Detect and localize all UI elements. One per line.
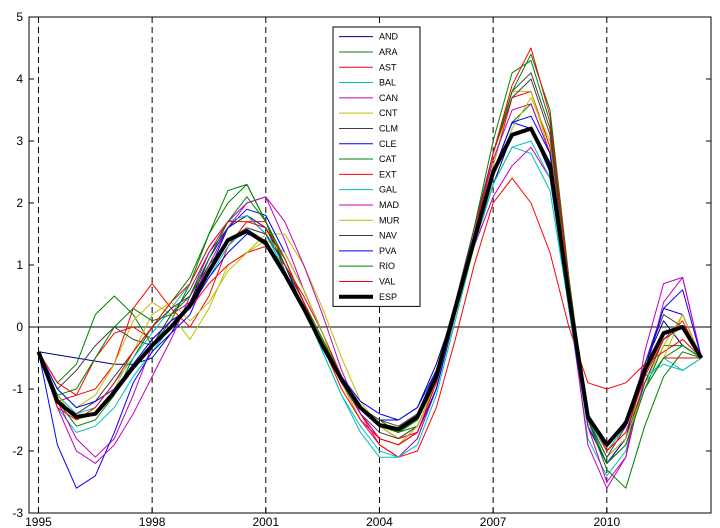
series-layer xyxy=(36,47,704,489)
legend-label-nav: NAV xyxy=(379,231,397,241)
legend-label-mad: MAD xyxy=(379,200,400,210)
x-tick-label: 2010 xyxy=(593,515,620,528)
legend-label-cnt: CNT xyxy=(379,108,398,118)
legend-label-val: VAL xyxy=(379,276,395,286)
y-tick-label: -1 xyxy=(12,382,23,396)
legend-label-ast: AST xyxy=(379,62,397,72)
ticks-layer: -3 -2 -1 0 1 2 3 4 5 1995 1998 2001 2004 2007 2010 xyxy=(12,10,711,528)
legend-label-ext: EXT xyxy=(379,169,397,179)
legend-label-pva: PVA xyxy=(379,246,396,256)
legend-label-ara: ARA xyxy=(379,47,398,57)
legend-label-mur: MUR xyxy=(379,215,400,225)
x-tick-label: 1995 xyxy=(25,515,52,528)
legend-label-cat: CAT xyxy=(379,154,397,164)
series-line-can xyxy=(38,146,702,489)
series-line-bal xyxy=(38,146,702,477)
y-tick-label: 3 xyxy=(16,134,23,148)
y-tick-label: -3 xyxy=(12,506,23,520)
x-tick-label: 2004 xyxy=(366,515,393,528)
legend-label-bal: BAL xyxy=(379,78,396,88)
y-tick-label: 1 xyxy=(16,258,23,272)
y-tick-label: 4 xyxy=(16,72,23,86)
legend-label-rio: RIO xyxy=(379,261,395,271)
x-tick-label: 2001 xyxy=(252,515,279,528)
legend-label-and: AND xyxy=(379,32,399,42)
y-tick-label: 0 xyxy=(16,320,23,334)
legend-label-clm: CLM xyxy=(379,123,398,133)
series-line-mad xyxy=(38,103,702,483)
series-line-esp xyxy=(36,126,704,447)
x-tick-label: 2007 xyxy=(480,515,507,528)
legend-label-esp: ESP xyxy=(379,292,397,302)
y-tick-label: 2 xyxy=(16,196,23,210)
x-tick-label: 1998 xyxy=(139,515,166,528)
y-tick-label: -2 xyxy=(12,444,23,458)
legend-label-cle: CLE xyxy=(379,139,397,149)
legend-box xyxy=(332,26,421,307)
legend: AND ARA AST BAL CAN CNT CLM CLE CAT EXT GAL MAD MUR N… xyxy=(332,26,421,307)
legend-label-can: CAN xyxy=(379,93,398,103)
y-tick-label: 5 xyxy=(16,10,23,24)
legend-label-gal: GAL xyxy=(379,185,397,195)
